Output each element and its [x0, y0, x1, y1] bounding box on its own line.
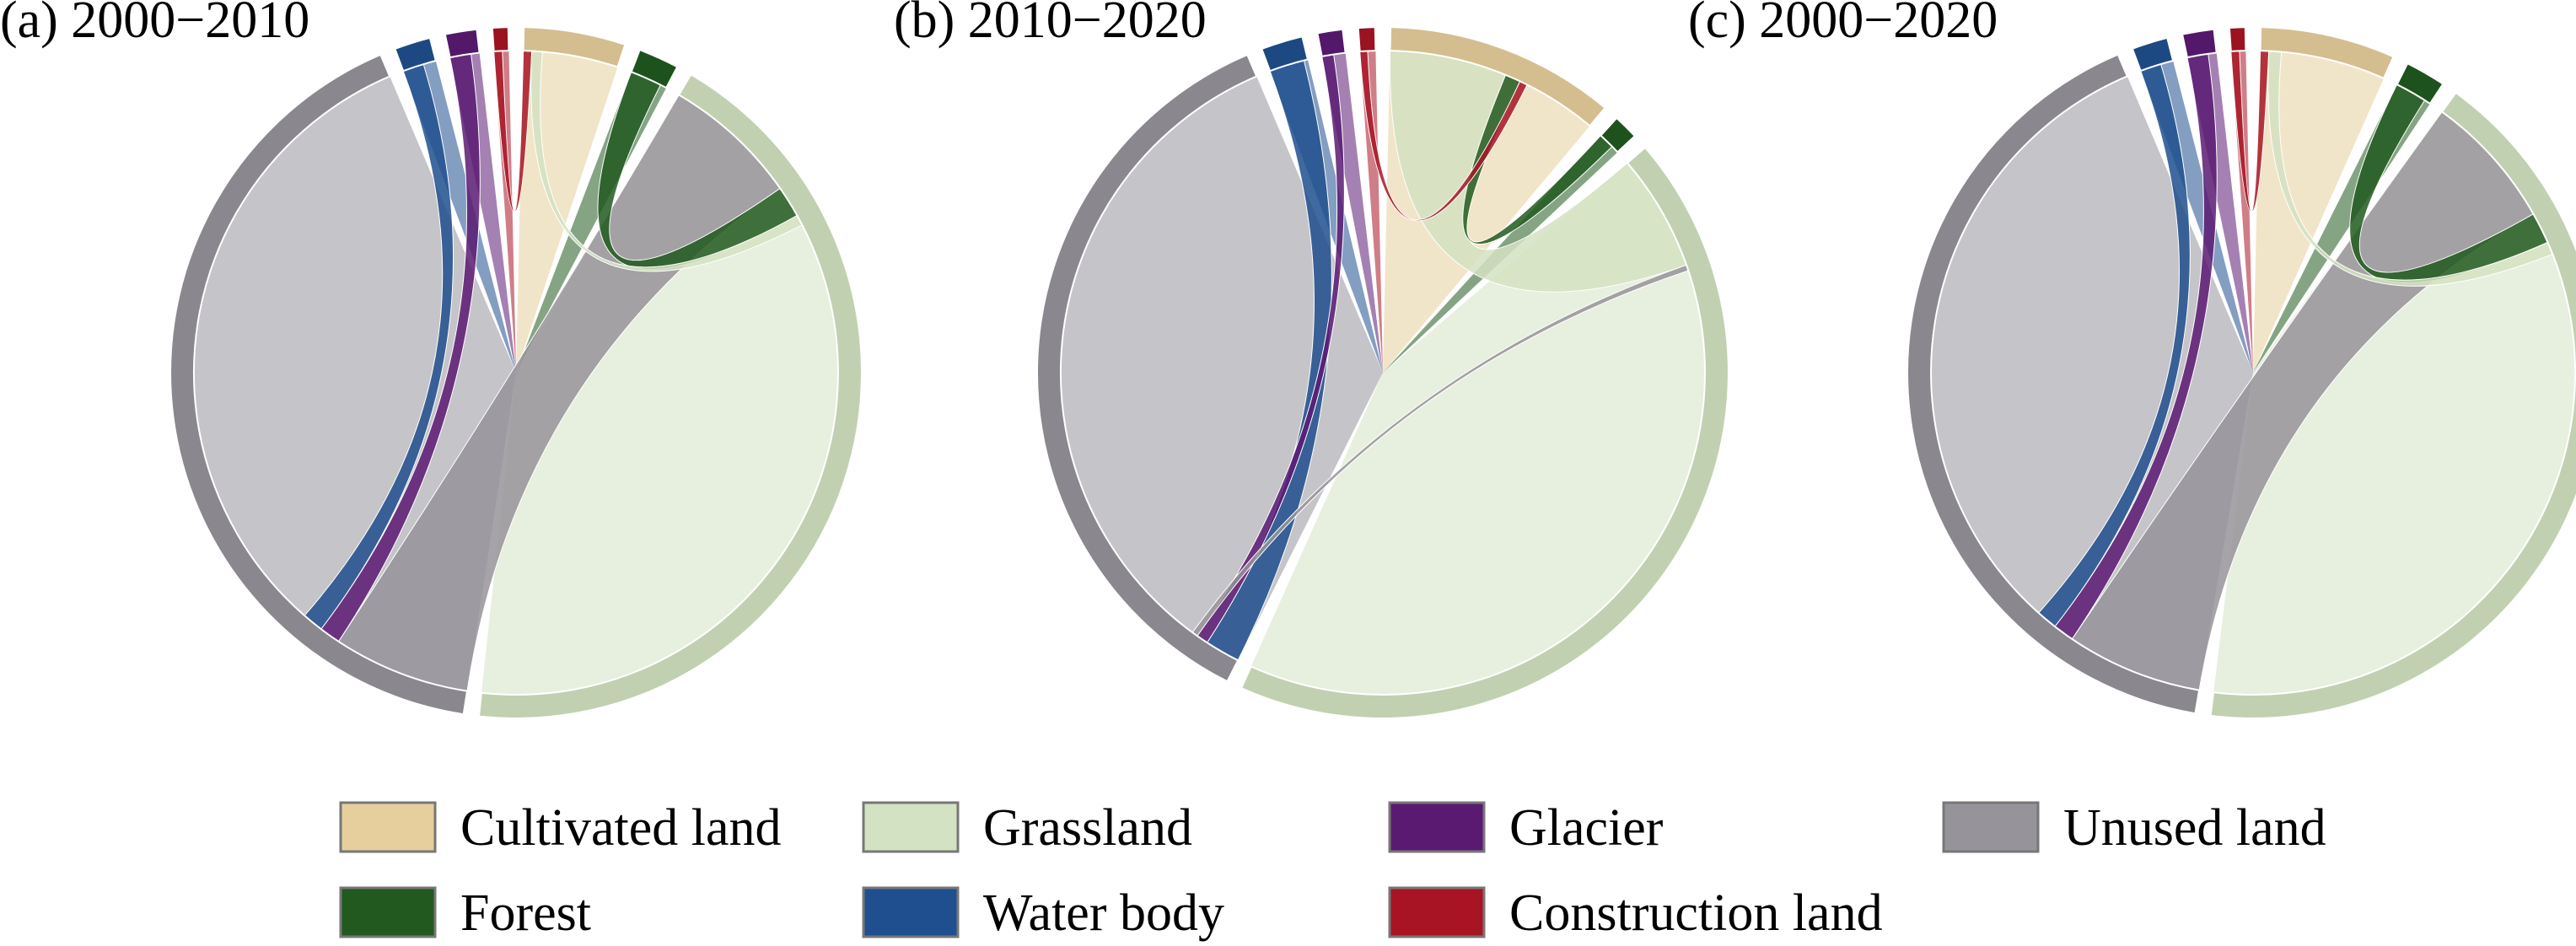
- segment-arc-construction-land: [2228, 26, 2247, 52]
- segment-arc-cultivated-land: [1389, 26, 1606, 127]
- segment-arc-unused-land: [169, 53, 469, 716]
- segment-arc-glacier: [2181, 28, 2218, 59]
- legend-label: Unused land: [2063, 799, 2326, 857]
- chord-segments: [1036, 26, 1729, 719]
- segment-body-construction-land: [2230, 51, 2253, 373]
- segment-arc-water-body: [2131, 36, 2175, 73]
- segment-body-construction-land: [1359, 51, 1383, 373]
- segment-arc-glacier: [444, 28, 481, 59]
- segment-body-unused-land: [1060, 76, 1383, 661]
- chord-ribbons: [193, 50, 838, 695]
- legend-label: Forest: [460, 884, 591, 942]
- segment-arc-water-body: [394, 36, 438, 73]
- chord-segments: [1906, 26, 2576, 719]
- legend-swatch: [339, 801, 437, 853]
- segment-arc-forest: [2396, 62, 2444, 105]
- segment-arc-cultivated-land: [2259, 26, 2395, 80]
- legend-item-cultivated-land: Cultivated land: [339, 799, 782, 857]
- legend-item-unused-land: Unused land: [1942, 799, 2326, 857]
- panel-title: (a) 2000−2010: [0, 0, 309, 49]
- segment-body-grassland: [1250, 163, 1705, 695]
- legend-item-grassland: Grassland: [862, 799, 1192, 857]
- segment-body-cultivated-land: [2253, 51, 2385, 373]
- legend-item-construction-land: Construction land: [1388, 884, 1883, 942]
- chord-ribbons: [1060, 50, 1705, 695]
- chord-ribbons: [1931, 50, 2576, 695]
- segment-arc-unused-land: [1036, 53, 1258, 683]
- legend-label: Grassland: [983, 799, 1192, 857]
- legend-swatch: [1388, 801, 1486, 853]
- legend-label: Water body: [983, 884, 1224, 942]
- chord-panel-1: (a) 2000−2010: [0, 0, 863, 719]
- segment-arc-water-body: [1261, 35, 1310, 73]
- segment-arc-forest: [630, 48, 679, 89]
- segment-arc-unused-land: [1906, 53, 2201, 715]
- segment-arc-forest: [1599, 116, 1637, 153]
- chord-panels: (a) 2000−2010 (b) 2010−2020 (c) 2000−2020: [0, 0, 2576, 719]
- segment-arc-glacier: [1316, 28, 1347, 58]
- segment-body-construction-land: [493, 51, 516, 373]
- legend-label: Construction land: [1509, 884, 1883, 942]
- segment-arc-grassland: [1240, 146, 1729, 719]
- segment-arc-construction-land: [491, 26, 510, 52]
- segment-arc-grassland: [477, 73, 863, 719]
- legend-label: Glacier: [1509, 799, 1664, 857]
- legend-item-glacier: Glacier: [1388, 799, 1664, 857]
- legend-swatch: [862, 801, 960, 853]
- legend-swatch: [1942, 801, 2040, 853]
- legend: Cultivated land Grassland Glacier Unused la…: [339, 799, 2326, 942]
- legend-label: Cultivated land: [460, 799, 782, 857]
- legend-swatch: [339, 886, 437, 938]
- legend-item-forest: Forest: [339, 884, 591, 942]
- segment-arc-grassland: [2209, 91, 2576, 719]
- legend-item-water-body: Water body: [862, 884, 1224, 942]
- panel-title: (b) 2010−2020: [894, 0, 1207, 49]
- panel-title: (c) 2000−2020: [1688, 0, 1998, 49]
- chord-panel-2: (b) 2010−2020: [894, 0, 1729, 719]
- legend-swatch: [1388, 886, 1486, 938]
- chord-panel-3: (c) 2000−2020: [1688, 0, 2576, 719]
- legend-swatch: [862, 886, 960, 938]
- segment-arc-construction-land: [1357, 26, 1377, 53]
- chord-segments: [169, 26, 863, 719]
- segment-arc-cultivated-land: [522, 26, 627, 68]
